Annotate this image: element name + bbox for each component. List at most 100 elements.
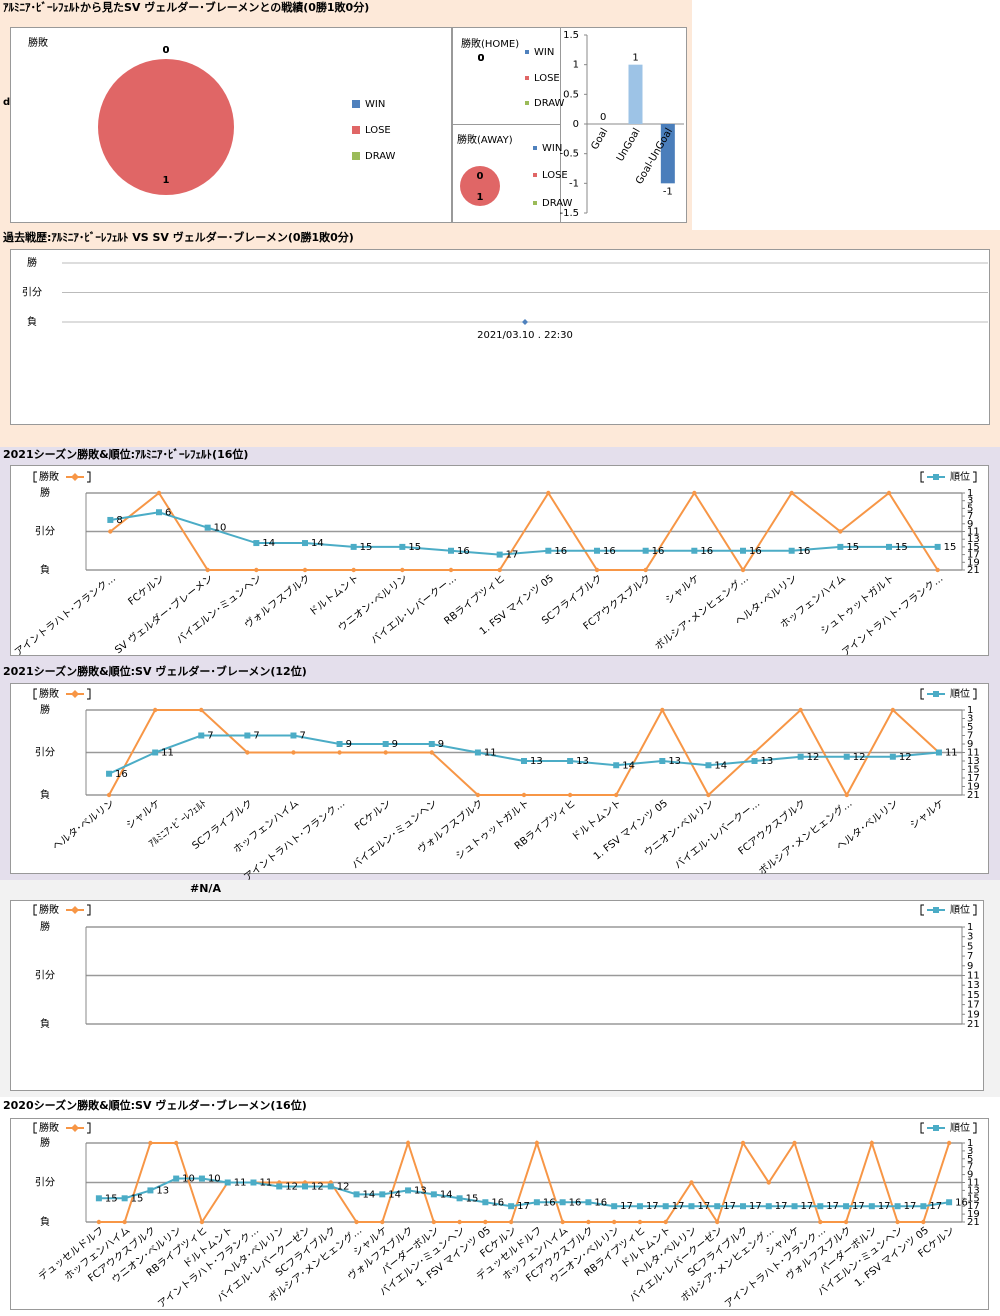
data-label: 16 xyxy=(491,1197,504,1208)
data-label: 0 xyxy=(600,112,606,123)
point xyxy=(789,490,794,496)
point xyxy=(448,567,454,573)
data-label: 1 xyxy=(632,53,638,64)
point xyxy=(714,1203,721,1210)
y-tick-label: 引分 xyxy=(35,970,55,982)
data-label: 8 xyxy=(116,515,122,526)
y-tick-label: 引分 xyxy=(35,747,55,759)
point xyxy=(521,792,527,798)
point xyxy=(534,1140,540,1146)
data-label: 0 xyxy=(478,53,485,64)
point xyxy=(689,1180,694,1185)
data-label: 17 xyxy=(929,1201,942,1212)
y-tick-label: -1 xyxy=(569,178,579,189)
point xyxy=(751,758,758,764)
y2-tick-label: 17 xyxy=(967,773,980,784)
data-label: 17 xyxy=(697,1201,710,1212)
y2-tick-label: 17 xyxy=(967,550,980,561)
data-label: 16 xyxy=(543,1197,556,1208)
pie-slice xyxy=(460,166,500,206)
point xyxy=(611,1203,618,1210)
point xyxy=(483,1219,488,1225)
legend-bracket xyxy=(87,471,91,483)
y2-tick-label: 17 xyxy=(967,1201,980,1212)
y2-tick-label: 13 xyxy=(967,980,980,991)
legend-label: 順位 xyxy=(950,470,970,483)
data-label: 7 xyxy=(253,731,259,742)
y2-tick-label: 13 xyxy=(967,534,980,545)
x-tick-label: 2021/03.10 . 22:30 xyxy=(477,330,573,341)
point xyxy=(642,547,649,554)
y2-tick-label: 3 xyxy=(967,932,973,943)
point xyxy=(382,741,389,747)
point xyxy=(290,732,297,739)
data-label: 16 xyxy=(594,1197,607,1208)
point xyxy=(545,547,552,554)
legend-marker xyxy=(71,690,79,698)
legend-swatch xyxy=(352,126,360,134)
data-label: 16 xyxy=(554,546,567,557)
y2-tick-label: 19 xyxy=(967,1009,980,1020)
section-title: 過去戦歴:ｱﾙﾐﾆｱ･ﾋﾞｰﾚﾌｪﾙﾄ VS SV ヴェルダー･ブレーメン(0勝… xyxy=(3,230,354,244)
y-tick-label: 負 xyxy=(40,1216,50,1228)
legend-label: WIN xyxy=(365,99,385,110)
point xyxy=(838,529,843,534)
legend-swatch xyxy=(533,146,537,150)
y2-tick-label: 3 xyxy=(967,1146,973,1157)
point xyxy=(337,750,342,755)
point xyxy=(663,1219,668,1225)
data-label: 17 xyxy=(852,1201,865,1212)
y2-tick-label: 1 xyxy=(967,488,973,499)
data-label: 12 xyxy=(899,752,912,763)
data-label: 16 xyxy=(955,1197,968,1208)
section-title: ｱﾙﾐﾆｱ･ﾋﾞｰﾚﾌｪﾙﾄから見たSV ヴェルダー･ブレーメンとの戦績(0勝1… xyxy=(3,0,369,14)
chart-label: 勝敗 xyxy=(28,36,48,49)
data-label: 17 xyxy=(723,1201,736,1212)
point xyxy=(798,707,803,713)
y2-tick-label: 21 xyxy=(967,1019,980,1030)
data-label: 14 xyxy=(440,1189,453,1200)
y-tick-label: 勝 xyxy=(27,256,37,269)
data-label: 9 xyxy=(438,739,444,750)
legend-label: 勝敗 xyxy=(39,687,59,700)
point xyxy=(765,1203,772,1210)
data-label: 17 xyxy=(506,550,519,561)
y2-tick-label: 13 xyxy=(967,1185,980,1196)
y2-tick-label: 19 xyxy=(967,1209,980,1220)
legend-swatch xyxy=(352,100,360,108)
legend-bracket xyxy=(33,904,37,916)
point xyxy=(740,1203,746,1210)
y2-tick-label: 21 xyxy=(967,565,980,576)
point xyxy=(869,1140,875,1146)
data-label: 0 xyxy=(163,45,170,56)
data-label: 13 xyxy=(530,756,543,767)
data-label: 11 xyxy=(484,748,497,759)
legend-label: LOSE xyxy=(365,125,391,136)
data-label: 12 xyxy=(853,752,866,763)
point xyxy=(302,1183,308,1190)
legend-marker xyxy=(71,473,79,481)
bar xyxy=(660,124,675,184)
point xyxy=(740,1140,746,1146)
point xyxy=(636,1203,643,1210)
data-label: 16 xyxy=(652,546,665,557)
point xyxy=(521,758,527,764)
point xyxy=(662,1203,669,1210)
y2-tick-label: 1 xyxy=(967,1138,973,1149)
point xyxy=(336,741,343,747)
legend-marker xyxy=(933,691,939,697)
y2-tick-label: 7 xyxy=(967,951,973,962)
legend-label: DRAW xyxy=(534,98,565,109)
data-label: 17 xyxy=(904,1201,917,1212)
data-label: 15 xyxy=(466,1193,479,1204)
point xyxy=(946,1140,952,1146)
data-label: 14 xyxy=(622,760,635,771)
data-label: -1 xyxy=(663,186,673,197)
data-label: 0 xyxy=(478,53,485,64)
data-label: 0 xyxy=(163,45,170,56)
y2-tick-label: 5 xyxy=(967,941,973,952)
data-label: 15 xyxy=(408,542,421,553)
point xyxy=(428,741,435,747)
point xyxy=(405,1187,412,1194)
